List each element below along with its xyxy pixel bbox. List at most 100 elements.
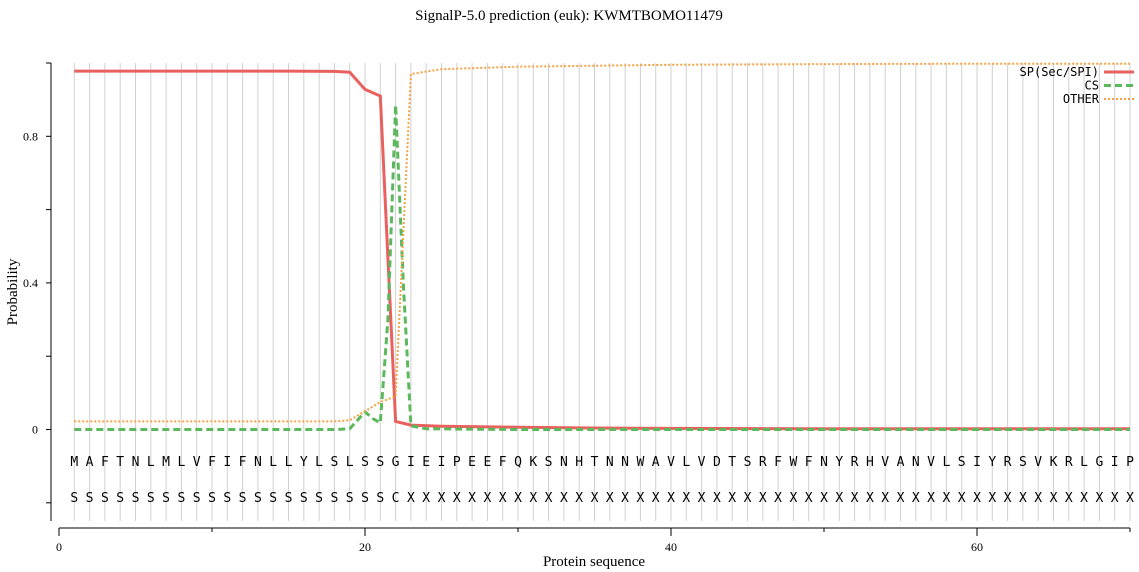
- residue-label: S: [193, 491, 201, 506]
- residue-label: X: [499, 491, 507, 506]
- residue-label: X: [866, 491, 874, 506]
- sequence-residue: N: [254, 455, 262, 470]
- residue-label: S: [208, 491, 216, 506]
- sequence-residue: N: [621, 455, 629, 470]
- residue-label: X: [835, 491, 843, 506]
- sequence-residue: K: [529, 455, 537, 470]
- residue-label: S: [315, 491, 323, 506]
- x-tick-label: 20: [359, 540, 371, 554]
- residue-label: X: [728, 491, 736, 506]
- residue-label: S: [116, 491, 124, 506]
- residue-label: X: [407, 491, 415, 506]
- residue-label: X: [1065, 491, 1073, 506]
- sequence-residue: N: [820, 455, 828, 470]
- x-axis-label: Protein sequence: [543, 554, 645, 570]
- sequence-residue: A: [86, 455, 94, 470]
- residue-label: S: [177, 491, 185, 506]
- sequence-residue: F: [805, 455, 813, 470]
- residue-label: X: [789, 491, 797, 506]
- residue-label: S: [300, 491, 308, 506]
- sequence-residue: H: [575, 455, 583, 470]
- sequence-residue: A: [897, 455, 905, 470]
- residue-grid: [73, 63, 1131, 521]
- sequence-residue: G: [392, 455, 400, 470]
- x-tick-label: 40: [665, 540, 677, 554]
- residue-label: X: [805, 491, 813, 506]
- residue-label: S: [285, 491, 293, 506]
- residue-label: X: [1095, 491, 1103, 506]
- sequence-residue: R: [1065, 455, 1073, 470]
- residue-label: X: [453, 491, 461, 506]
- sequence-residue: V: [193, 455, 201, 470]
- x-tick-label: 60: [971, 540, 983, 554]
- residue-label: X: [774, 491, 782, 506]
- residue-label: S: [132, 491, 140, 506]
- sequence-residue: Y: [988, 455, 996, 470]
- sequence-residue: P: [1126, 455, 1134, 470]
- residue-label: S: [147, 491, 155, 506]
- sequence-residue: F: [774, 455, 782, 470]
- sequence-residue: N: [912, 455, 920, 470]
- legend-label: SP(Sec/SPI): [1020, 65, 1099, 79]
- y-axis-label: Probability: [5, 258, 21, 325]
- sequence-residue: E: [468, 455, 476, 470]
- sequence-residue: T: [728, 455, 736, 470]
- sequence-residue: V: [927, 455, 935, 470]
- sequence-residue: M: [70, 455, 78, 470]
- sequence-residue: G: [1095, 455, 1103, 470]
- sequence-residue: N: [560, 455, 568, 470]
- sequence-residue: P: [453, 455, 461, 470]
- sequence-residue: S: [744, 455, 752, 470]
- sequence-residue: H: [866, 455, 874, 470]
- sequence-residue: D: [713, 455, 721, 470]
- residue-label: X: [1080, 491, 1088, 506]
- residue-label: X: [1019, 491, 1027, 506]
- sequence-residue: S: [958, 455, 966, 470]
- residue-label: S: [254, 491, 262, 506]
- y-axis: 0 0.4 0.8: [23, 62, 52, 521]
- residue-label: X: [820, 491, 828, 506]
- sequence-residue: T: [591, 455, 599, 470]
- sequence-residue: A: [652, 455, 660, 470]
- residue-label: X: [621, 491, 629, 506]
- residue-label: S: [70, 491, 78, 506]
- residue-label: S: [101, 491, 109, 506]
- sequence-residue: V: [881, 455, 889, 470]
- residue-label: S: [239, 491, 247, 506]
- sequence-residue: L: [285, 455, 293, 470]
- residue-label: S: [376, 491, 384, 506]
- series-line-sp-sec-spi: [74, 69, 1130, 431]
- sequence-residue: E: [422, 455, 430, 470]
- residue-label: X: [1111, 491, 1119, 506]
- residue-label: X: [667, 491, 675, 506]
- residue-label: X: [1004, 491, 1012, 506]
- residue-label: S: [223, 491, 231, 506]
- sequence-residue: L: [315, 455, 323, 470]
- residue-label: X: [438, 491, 446, 506]
- residue-label: X: [591, 491, 599, 506]
- residue-label: X: [988, 491, 996, 506]
- sequence-residue: F: [101, 455, 109, 470]
- sequence-residue: I: [223, 455, 231, 470]
- sequence-residue: W: [636, 455, 644, 470]
- sequence-residue: N: [606, 455, 614, 470]
- series-line-other: [74, 62, 1130, 423]
- residue-label: X: [422, 491, 430, 506]
- y-tick-label: 0.4: [23, 276, 38, 290]
- residue-label: S: [86, 491, 94, 506]
- residue-label: X: [514, 491, 522, 506]
- residue-label: X: [912, 491, 920, 506]
- residue-label: X: [606, 491, 614, 506]
- sequence-residue: S: [361, 455, 369, 470]
- sequence-residue: L: [346, 455, 354, 470]
- sequence-residue: R: [851, 455, 859, 470]
- sequence-residue: T: [116, 455, 124, 470]
- sequence-residue: L: [1080, 455, 1088, 470]
- residue-label: X: [942, 491, 950, 506]
- sequence-residue: V: [667, 455, 675, 470]
- legend-label: OTHER: [1063, 92, 1100, 106]
- residue-label: X: [881, 491, 889, 506]
